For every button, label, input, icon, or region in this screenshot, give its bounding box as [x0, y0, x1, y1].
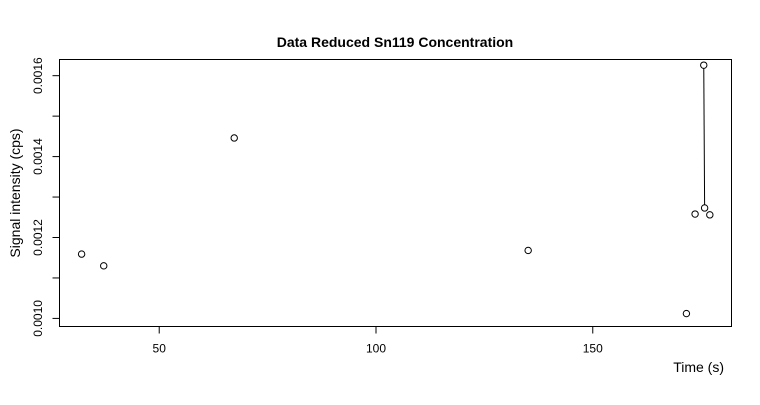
data-point: [706, 211, 714, 219]
data-point: [524, 246, 532, 255]
y-tick-label: 0.0012: [31, 219, 45, 256]
y-tick-label: 0.0014: [31, 138, 45, 175]
connector-segment: [703, 65, 706, 208]
y-tick-label: 0.0016: [31, 57, 45, 94]
y-tick-label: 0.0010: [31, 300, 45, 337]
data-point: [700, 204, 709, 212]
data-point: [77, 250, 86, 258]
data-point: [682, 309, 691, 318]
y-axis: 0.0010 0.0012 0.0014 0.0016: [31, 57, 60, 337]
plot-frame: [59, 59, 732, 327]
x-tick-label: 50: [153, 342, 167, 356]
x-axis-label: Time (s): [673, 359, 724, 375]
data-points: [77, 61, 714, 318]
connector-lines: [703, 65, 706, 208]
data-point: [691, 210, 699, 218]
data-point: [700, 61, 708, 69]
chart-title: Data Reduced Sn119 Concentration: [277, 34, 514, 50]
x-axis: 50 100 150: [153, 326, 603, 356]
x-tick-label: 100: [366, 342, 386, 356]
x-tick-label: 150: [583, 342, 603, 356]
y-axis-label: Signal intensity (cps): [7, 128, 23, 257]
data-point: [100, 262, 108, 270]
data-point: [230, 134, 238, 142]
